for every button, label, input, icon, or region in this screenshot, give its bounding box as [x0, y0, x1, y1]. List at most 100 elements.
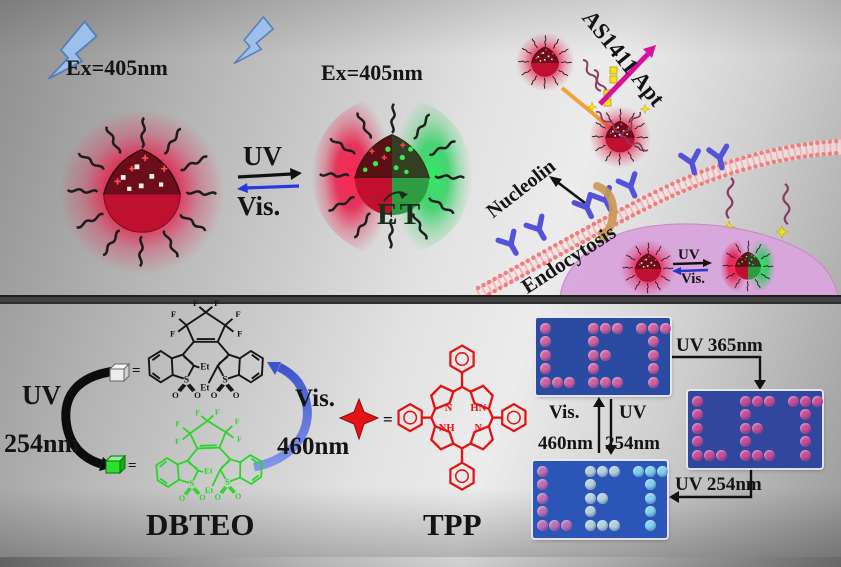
photo-dot: [800, 396, 811, 407]
photo-dot: [648, 323, 659, 334]
lightning-bolt-mid: [231, 13, 277, 73]
ex-405-mid-label: Ex=405nm: [321, 60, 423, 85]
photo-dot: [740, 396, 751, 407]
photo-dot: [740, 436, 751, 448]
vis-nm-label: 460nm: [277, 433, 350, 460]
photo-dot: [764, 396, 775, 407]
dbteo-closed-structure: [153, 405, 264, 505]
photo-dot: [537, 479, 548, 491]
uv-label: UV: [22, 380, 61, 410]
photo-dot: [585, 479, 596, 491]
cell-nanoparticle-red-green: [720, 238, 776, 294]
photo-dot: [612, 323, 623, 334]
et-label: ET: [377, 196, 423, 231]
closed-equals: =: [128, 458, 137, 474]
cell-nanoparticle-red: [620, 240, 676, 296]
tpp-structure: N HN NH N: [397, 344, 527, 491]
photo-dot: [657, 466, 668, 477]
photo-panel-initial: [536, 318, 671, 395]
photo-dot: [800, 436, 811, 448]
uv-365-arrow-label: UV 365nm: [676, 335, 763, 356]
uv-nm-label: 254nm: [4, 429, 80, 458]
aptamer-strands: [580, 57, 618, 107]
photo-dot: [540, 349, 551, 361]
photo-dot: [645, 519, 656, 531]
uv-vis-switch-arrows: [237, 168, 302, 193]
photo-dot: [692, 409, 703, 421]
closed-form-cube-icon: [104, 454, 127, 475]
open-equals: =: [132, 363, 141, 379]
photo-dot: [585, 492, 596, 504]
tpp-name-label: TPP: [423, 507, 482, 542]
vis-460-curved-arrow: [252, 362, 312, 472]
photo-dot: [648, 363, 659, 375]
endocytosis-hook: [593, 182, 618, 241]
cycle-uv-nm-label: 254nm: [605, 433, 660, 454]
photo-dot: [597, 519, 608, 531]
cell-uv-vis-arrows: [672, 259, 712, 275]
photo-dot: [648, 349, 659, 361]
uv-254-arrow-label: UV 254nm: [675, 474, 762, 495]
photo-dot: [645, 479, 656, 491]
photo-dot: [549, 519, 560, 531]
photo-dot: [716, 449, 727, 461]
photo-dot: [540, 323, 551, 334]
photo-dot: [788, 396, 799, 407]
bottom-edge-shade: [0, 557, 841, 567]
photo-arrows: [593, 355, 766, 503]
photo-dot: [585, 506, 596, 518]
photo-dot: [540, 376, 551, 388]
photo-dot: [585, 466, 596, 477]
cycle-uv-label: UV: [619, 402, 647, 423]
photo-dot: [800, 449, 811, 461]
photo-dot: [588, 349, 599, 361]
photo-dot: [752, 422, 763, 434]
photo-dot: [740, 409, 751, 421]
photo-dot: [561, 519, 572, 531]
dbteo-open-structure: [147, 296, 264, 401]
photo-dot: [660, 323, 671, 334]
cycle-vis-label: Vis.: [549, 402, 580, 423]
photo-dot: [812, 396, 823, 407]
photo-dot: [537, 506, 548, 518]
vis-label: Vis.: [295, 385, 336, 412]
photo-dot: [540, 336, 551, 348]
photo-dot: [800, 422, 811, 434]
photo-dot: [692, 422, 703, 434]
aptamer-arrow: [598, 45, 656, 106]
tpp-equals: =: [383, 410, 393, 429]
section-divider: [0, 295, 841, 304]
photo-dot: [588, 363, 599, 375]
photo-dot: [740, 449, 751, 461]
open-form-cube-icon: [108, 362, 131, 383]
photo-dot: [800, 409, 811, 421]
photo-dot: [692, 436, 703, 448]
dbteo-name-label: DBTEO: [146, 507, 255, 542]
photo-dot: [597, 492, 608, 504]
photo-panel-after-uv254: [533, 461, 668, 538]
photo-dot: [537, 466, 548, 477]
photo-dot: [704, 449, 715, 461]
nanoparticle-red: [59, 109, 224, 274]
photo-dot: [600, 349, 611, 361]
photo-dot: [692, 449, 703, 461]
photo-dot: [588, 323, 599, 334]
photo-dot: [645, 466, 656, 477]
photo-dot: [537, 492, 548, 504]
photo-dot: [600, 323, 611, 334]
switch-uv-label: UV: [243, 141, 282, 171]
photo-dot: [585, 519, 596, 531]
chem-n: N: [445, 403, 453, 414]
photo-dot: [752, 396, 763, 407]
photo-dot: [764, 449, 775, 461]
cycle-vis-nm-label: 460nm: [538, 433, 593, 454]
photo-dot: [540, 363, 551, 375]
photo-dot: [752, 449, 763, 461]
nanoparticle-small: [515, 32, 574, 91]
photo-dot: [609, 519, 620, 531]
photo-dot: [537, 519, 548, 531]
tpp-star-icon: [338, 397, 380, 441]
photo-panel-after-uv365: [688, 391, 823, 468]
